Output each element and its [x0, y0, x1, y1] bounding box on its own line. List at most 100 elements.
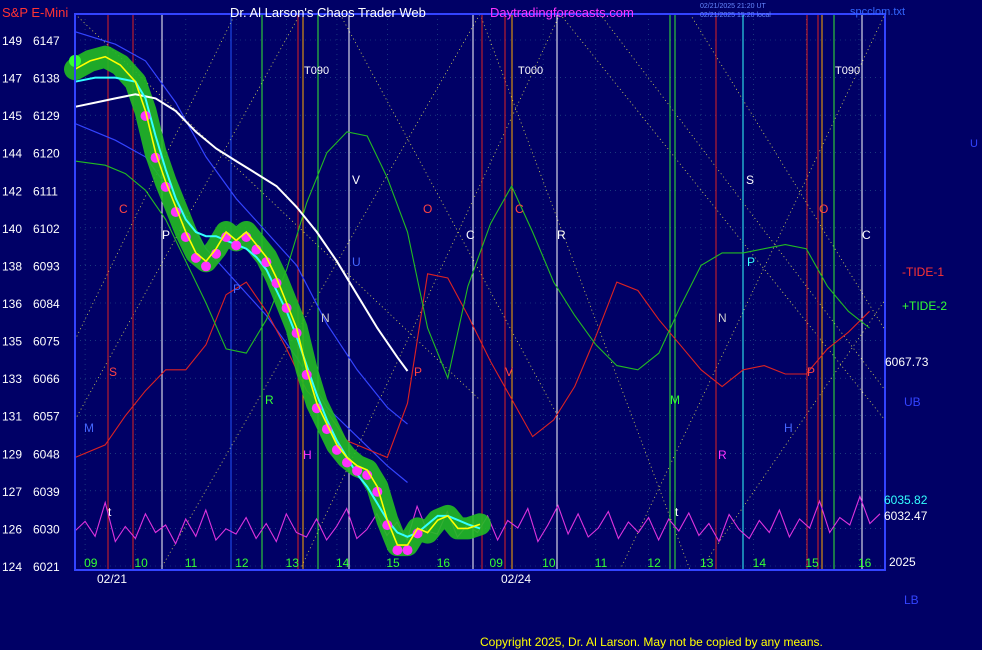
y-right-tick-label: 6084: [33, 297, 60, 311]
chart-letter: P: [807, 365, 815, 379]
chart-letter: N: [718, 311, 727, 325]
x-date-label: 02/24: [501, 572, 531, 586]
chart-letter: R: [557, 228, 566, 242]
y-right-tick-label: 6129: [33, 109, 60, 123]
y-left-tick-label: 140: [2, 222, 22, 236]
signal-dot: [402, 545, 413, 556]
plot-frame: [74, 13, 886, 571]
y-left-tick-label: 145: [2, 109, 22, 123]
chart-letter: M: [84, 421, 94, 435]
y-left-tick-label: 135: [2, 335, 22, 349]
ema-slow-line: [74, 93, 409, 372]
chart-letter: P: [414, 365, 422, 379]
diagonal-line: [619, 13, 886, 571]
diagonal-line: [339, 13, 561, 421]
x-hour-tick-label: 12: [235, 556, 249, 570]
diagonal-lines: [74, 13, 886, 571]
x-hour-tick-label: 15: [386, 556, 400, 570]
file-name: spcclom.txt: [850, 6, 905, 18]
chart-letter: H: [784, 421, 793, 435]
y-right-tick-label: 6030: [33, 522, 60, 536]
chart-letter: t: [675, 505, 679, 519]
tide2-line: [74, 131, 870, 380]
signal-dot: [352, 465, 363, 476]
diagonal-line: [689, 13, 886, 331]
chart-letter: C: [515, 202, 524, 216]
y-left-tick-label: 126: [2, 522, 22, 536]
series-lines: [64, 31, 881, 557]
y-right-tick-label: 6093: [33, 259, 60, 273]
x-hour-tick-label: 09: [84, 556, 98, 570]
upper-band-line: [74, 31, 408, 425]
y-left-tick-label: 144: [2, 147, 22, 161]
x-hour-tick-label: 15: [805, 556, 819, 570]
chart-letter: M: [670, 393, 680, 407]
chart-letter: V: [505, 365, 513, 379]
chart-letter: N: [321, 311, 330, 325]
axis-labels: 149 6147 147 6138 145 6129 144 6120 142 6111 140 61…: [2, 34, 872, 586]
x-hour-tick-label: 11: [185, 556, 198, 570]
chart-letter: S: [746, 173, 754, 187]
time-marker-label: T090: [304, 65, 329, 77]
x-hour-tick-label: 10: [542, 556, 556, 570]
chart-letter: P: [233, 282, 241, 296]
x-hour-tick-label: 09: [490, 556, 504, 570]
ema-fast-value: 6035.82: [884, 493, 928, 507]
timestamp-local: 02/21/2025 15:20 local: [700, 12, 771, 19]
tide1-label: -TIDE-1: [902, 265, 944, 279]
x-hour-tick-label: 12: [647, 556, 661, 570]
chart-letter: P: [747, 255, 755, 269]
signal-dot: [231, 240, 242, 251]
lower-band-line: [74, 122, 408, 483]
year-label: 2025: [889, 555, 916, 569]
x-hour-tick-label: 16: [858, 556, 872, 570]
y-left-tick-label: 133: [2, 372, 22, 386]
diagonal-line: [299, 13, 561, 571]
chart-letter: V: [352, 173, 360, 187]
time-marker-label: T090: [835, 65, 860, 77]
y-left-tick-label: 136: [2, 297, 22, 311]
y-left-tick-label: 124: [2, 560, 22, 574]
signal-dot: [342, 457, 352, 468]
y-right-tick-label: 6021: [33, 560, 60, 574]
y-left-tick-label: 138: [2, 259, 22, 273]
signal-dot: [392, 545, 403, 556]
signal-dot: [311, 403, 322, 414]
vertical-markers: [107, 14, 863, 570]
x-hour-tick-label: 16: [437, 556, 451, 570]
tide1-line: [74, 273, 870, 459]
diagonal-line: [74, 13, 236, 341]
y-left-tick-label: 127: [2, 485, 22, 499]
y-right-tick-label: 6120: [33, 147, 60, 161]
signal-dot: [412, 528, 423, 539]
signal-dot: [362, 470, 373, 480]
grid-lines: [75, 14, 885, 570]
ema-slow-value: 6032.47: [884, 509, 928, 523]
site-link[interactable]: Daytradingforecasts.com: [490, 5, 634, 20]
chart-letter: t: [108, 505, 112, 519]
y-right-tick-label: 6075: [33, 335, 60, 349]
diagonal-line: [559, 13, 886, 421]
x-hour-tick-label: 10: [134, 556, 148, 570]
x-date-label: 02/21: [97, 572, 127, 586]
chart-letter: O: [819, 202, 828, 216]
x-hour-tick-label: 11: [595, 556, 608, 570]
diagonal-line: [699, 299, 886, 571]
y-right-tick-label: 6066: [33, 372, 60, 386]
price-line: [74, 55, 481, 546]
y-left-tick-label: 147: [2, 72, 22, 86]
signal-dot: [201, 261, 211, 272]
signal-dot: [261, 257, 272, 268]
symbol-label: S&P E-Mini: [2, 5, 68, 20]
x-hour-tick-label: 14: [753, 556, 767, 570]
y-right-tick-label: 6048: [33, 447, 60, 461]
chart-title: Dr. Al Larson's Chaos Trader Web: [230, 5, 426, 20]
y-left-tick-label: 142: [2, 184, 22, 198]
chart-letter: O: [423, 202, 432, 216]
chart-letter: R: [718, 448, 727, 462]
x-hour-tick-label: 14: [336, 556, 350, 570]
signal-dot: [190, 252, 201, 263]
chart-letter: R: [265, 393, 274, 407]
signal-dot: [321, 424, 332, 435]
